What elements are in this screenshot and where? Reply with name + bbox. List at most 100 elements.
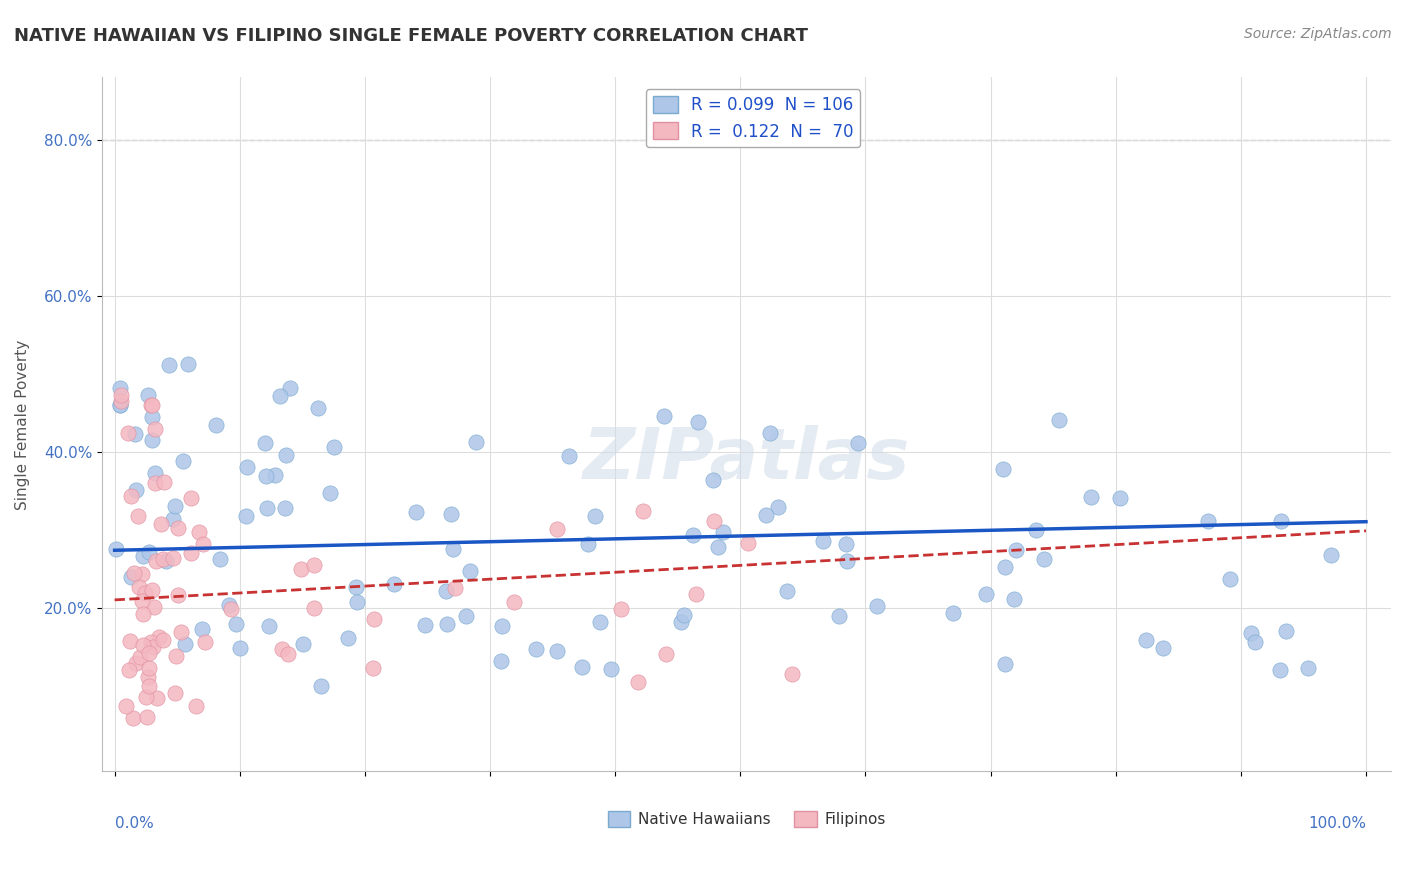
Point: [143, 466, 166, 480]
Point: [219, 602, 242, 616]
Point: [145, 690, 167, 705]
Point: [336, 631, 359, 645]
Point: [323, 440, 346, 454]
Point: [583, 508, 606, 523]
Point: [141, 409, 163, 424]
Point: [271, 641, 294, 656]
Point: [599, 662, 621, 676]
Point: [737, 536, 759, 550]
Point: [172, 454, 194, 468]
Text: NATIVE HAWAIIAN VS FILIPINO SINGLE FEMALE POVERTY CORRELATION CHART: NATIVE HAWAIIAN VS FILIPINO SINGLE FEMAL…: [14, 27, 808, 45]
Point: [382, 577, 405, 591]
Point: [209, 552, 232, 566]
Point: [546, 644, 568, 658]
Point: [184, 699, 207, 714]
Point: [254, 469, 277, 483]
Point: [118, 634, 141, 648]
Point: [456, 609, 478, 624]
Point: [1004, 542, 1026, 557]
Point: [703, 514, 725, 528]
Point: [114, 698, 136, 713]
Point: [413, 617, 436, 632]
Point: [436, 617, 458, 632]
Point: [627, 675, 650, 690]
Point: [141, 398, 163, 412]
Point: [191, 622, 214, 636]
Point: [108, 398, 131, 412]
Point: [503, 595, 526, 609]
Point: [1298, 661, 1320, 675]
Point: [754, 508, 776, 522]
Point: [142, 640, 165, 654]
Point: [180, 546, 202, 560]
Point: [108, 381, 131, 395]
Point: [177, 357, 200, 371]
Point: [1025, 523, 1047, 537]
Text: 0.0%: 0.0%: [115, 816, 153, 831]
Point: [142, 599, 165, 614]
Point: [136, 388, 159, 402]
Point: [167, 521, 190, 535]
Point: [163, 499, 186, 513]
Point: [686, 415, 709, 429]
Point: [162, 551, 184, 566]
Point: [828, 609, 851, 624]
Point: [128, 650, 150, 665]
Point: [443, 581, 465, 595]
Y-axis label: Single Female Poverty: Single Female Poverty: [15, 339, 30, 509]
Point: [179, 491, 201, 505]
Point: [1219, 572, 1241, 586]
Point: [136, 670, 159, 684]
Point: [302, 558, 325, 572]
Point: [273, 500, 295, 515]
Point: [758, 425, 780, 440]
Point: [1002, 592, 1025, 607]
Point: [1109, 491, 1132, 505]
Point: [194, 634, 217, 648]
Point: [188, 525, 211, 540]
Point: [138, 646, 160, 660]
Point: [131, 566, 153, 581]
Point: [155, 554, 177, 568]
Point: [1320, 548, 1343, 562]
Text: Source: ZipAtlas.com: Source: ZipAtlas.com: [1244, 27, 1392, 41]
Point: [143, 475, 166, 490]
Point: [278, 381, 301, 395]
Point: [141, 583, 163, 598]
Point: [141, 398, 163, 412]
Point: [165, 685, 187, 699]
Point: [776, 584, 799, 599]
Point: [132, 549, 155, 564]
Point: [105, 541, 128, 556]
Point: [458, 564, 481, 578]
Point: [225, 617, 247, 632]
Point: [702, 473, 724, 487]
Point: [153, 475, 176, 490]
Point: [162, 511, 184, 525]
Point: [304, 601, 326, 615]
Point: [610, 602, 633, 616]
Point: [669, 615, 692, 629]
Point: [524, 642, 547, 657]
Point: [811, 533, 834, 548]
Point: [363, 611, 385, 625]
Point: [361, 661, 384, 675]
Point: [125, 483, 148, 497]
Point: [166, 588, 188, 602]
Point: [152, 552, 174, 566]
Point: [269, 389, 291, 403]
Point: [835, 554, 858, 568]
Point: [127, 508, 149, 523]
Point: [1033, 552, 1056, 566]
Point: [346, 595, 368, 609]
Point: [236, 460, 259, 475]
Point: [1047, 413, 1070, 427]
Point: [132, 607, 155, 621]
Point: [253, 435, 276, 450]
Point: [1197, 514, 1219, 528]
Point: [994, 657, 1017, 672]
Point: [157, 359, 180, 373]
Point: [143, 422, 166, 436]
Point: [491, 619, 513, 633]
Point: [138, 545, 160, 559]
